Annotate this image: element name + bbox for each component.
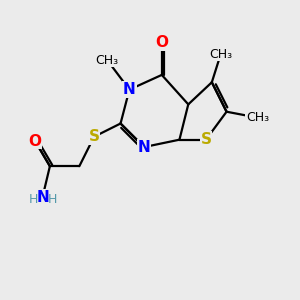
Text: CH₃: CH₃: [246, 111, 269, 124]
Text: O: O: [155, 35, 168, 50]
Text: H: H: [47, 193, 57, 206]
Text: CH₃: CH₃: [209, 48, 232, 61]
Text: S: S: [88, 129, 100, 144]
Text: O: O: [29, 134, 42, 149]
Text: CH₃: CH₃: [96, 54, 119, 67]
Text: S: S: [200, 132, 211, 147]
Text: N: N: [138, 140, 151, 154]
Text: N: N: [36, 190, 49, 205]
Text: N: N: [123, 82, 136, 97]
Text: H: H: [28, 193, 38, 206]
